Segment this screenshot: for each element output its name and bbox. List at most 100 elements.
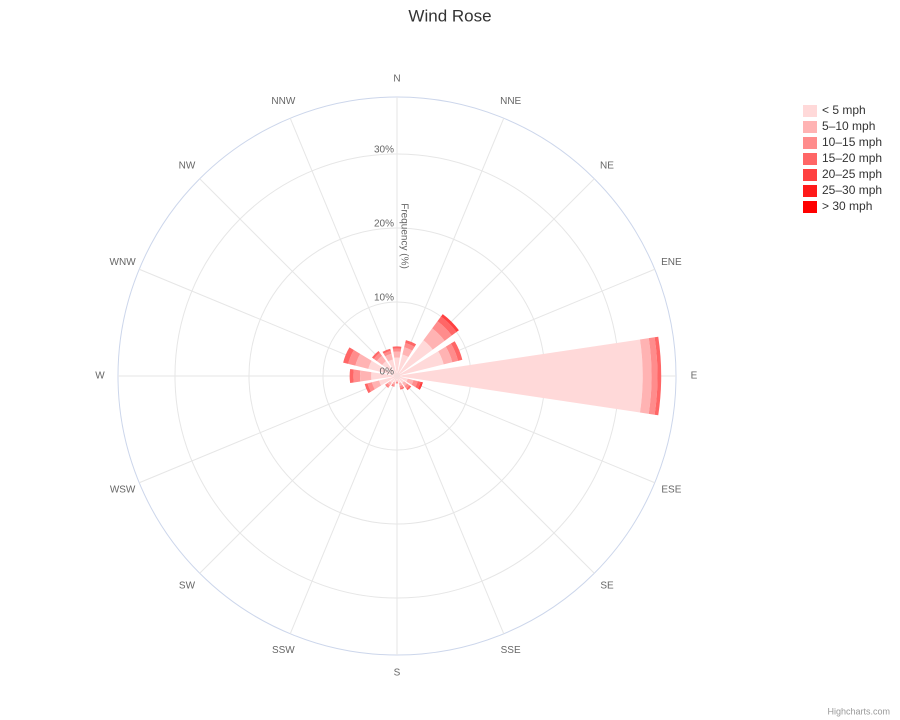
wedge [391, 384, 395, 387]
wedge [423, 328, 445, 350]
wedge [654, 336, 662, 416]
legend-swatch [803, 185, 817, 197]
y-tick-label: 30% [374, 145, 394, 156]
wedge [382, 361, 397, 376]
legend-label: 15–20 mph [822, 151, 882, 165]
wedge [404, 342, 415, 351]
wedge [348, 350, 361, 366]
wedge [396, 381, 398, 383]
wedge [399, 384, 404, 389]
wedge [349, 368, 354, 384]
spoke [289, 118, 398, 377]
legend-swatch [803, 169, 817, 181]
wedge [387, 381, 392, 386]
y-axis-title: Frequency (%) [398, 203, 409, 269]
wedge [385, 384, 389, 388]
wedge [397, 351, 444, 376]
wedge [359, 370, 372, 382]
direction-label: S [394, 668, 401, 679]
wedge [440, 314, 459, 333]
wedge [385, 383, 390, 388]
wedge [392, 346, 402, 349]
legend-label: 10–15 mph [822, 135, 882, 149]
wedge [397, 376, 408, 382]
spoke [289, 375, 398, 634]
spoke [199, 178, 398, 377]
spoke [396, 375, 655, 484]
wedge [648, 337, 658, 415]
legend-swatch [803, 121, 817, 133]
wedge [392, 348, 402, 352]
y-tick-label: 10% [374, 293, 394, 304]
wedge [379, 376, 397, 386]
legend-label: 25–30 mph [822, 183, 882, 197]
wedge [396, 380, 398, 382]
wedge [398, 382, 403, 387]
wedge [402, 347, 413, 357]
direction-label: NE [600, 161, 614, 172]
wedge [411, 380, 418, 388]
wedge [419, 382, 423, 390]
direction-label: ENE [661, 257, 682, 268]
wedge [397, 376, 401, 384]
direction-label: NNW [271, 96, 295, 107]
legend-label: 20–25 mph [822, 167, 882, 181]
wedge [397, 354, 409, 376]
direction-label: E [691, 371, 698, 382]
spoke [396, 375, 595, 574]
legend-label: 5–10 mph [822, 119, 875, 133]
direction-label: N [393, 74, 400, 85]
legend-swatch [803, 105, 817, 117]
direction-label: NW [179, 161, 196, 172]
credits: Highcharts.com [827, 706, 890, 716]
wedge [355, 353, 372, 369]
wedge [404, 383, 410, 389]
spoke [396, 118, 505, 377]
wedge [639, 338, 652, 414]
wedge [367, 382, 375, 392]
wedge [383, 350, 392, 357]
wedge [376, 355, 387, 366]
wedge [343, 347, 354, 364]
direction-label: SW [179, 581, 196, 592]
wedge [385, 353, 393, 362]
wedge [397, 339, 643, 413]
wedge [373, 352, 383, 362]
wedge [396, 376, 398, 381]
wedges [343, 314, 662, 416]
wedge [392, 381, 396, 385]
direction-label: ESE [661, 484, 681, 495]
legend-swatch [803, 153, 817, 165]
wedge [371, 350, 380, 359]
wedge [437, 316, 457, 336]
wedge [389, 376, 397, 384]
y-tick-label: 0% [380, 367, 395, 378]
wedge [438, 346, 453, 365]
wedge [393, 351, 401, 358]
wedge [393, 376, 397, 383]
wedge [445, 343, 459, 363]
wedge [394, 357, 400, 376]
spoke [139, 375, 398, 484]
wedge [406, 378, 414, 385]
wedge [395, 382, 399, 384]
direction-label: NNE [500, 96, 521, 107]
direction-label: SE [600, 581, 614, 592]
wedge [397, 340, 433, 376]
wedge [364, 383, 372, 394]
wedge [450, 341, 463, 361]
legend-swatch [803, 201, 817, 213]
spoke [396, 375, 505, 634]
direction-label: WSW [110, 484, 136, 495]
wedge [405, 340, 417, 347]
legend-label: > 30 mph [822, 199, 872, 213]
wedge [406, 385, 412, 391]
direction-label: W [95, 371, 105, 382]
wedge [400, 386, 405, 390]
wedge [371, 380, 382, 390]
chart-title: Wind Rose [408, 6, 491, 25]
wedge [402, 381, 408, 387]
spoke [199, 375, 398, 574]
wedge [417, 381, 423, 390]
